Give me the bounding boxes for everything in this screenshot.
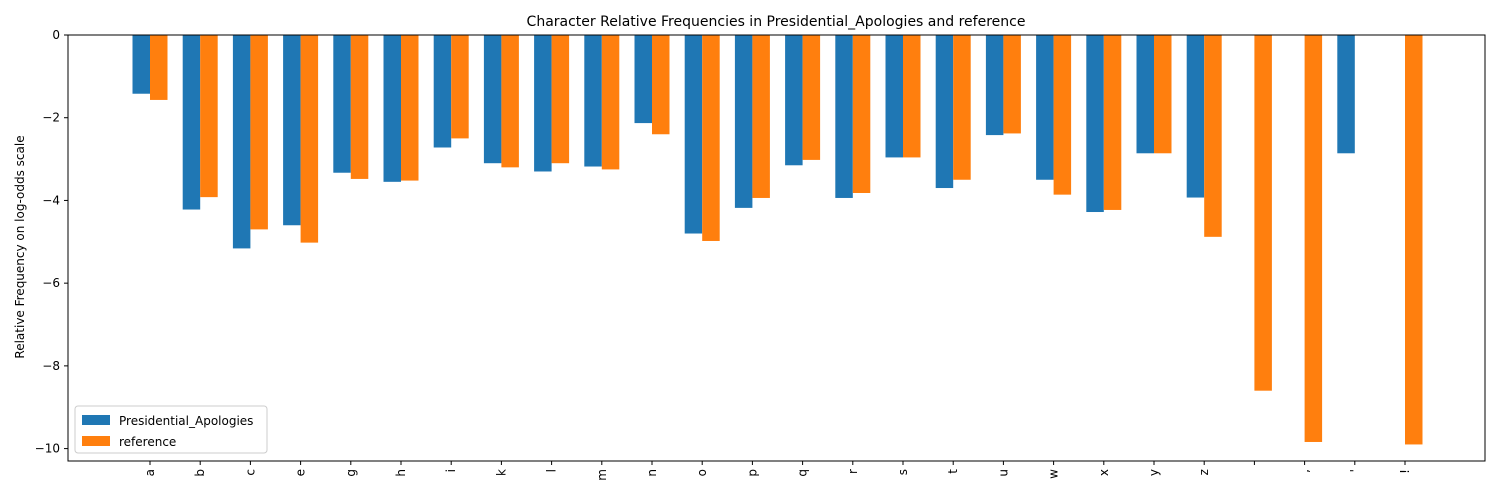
bar-presidential-16 [935,35,954,189]
bars-layer [132,35,1423,445]
x-tick-label-10: n [645,469,659,477]
x-tick-label-19: x [1097,469,1111,476]
x-tick-label-18: w [1047,469,1061,479]
bar-reference-21 [1204,35,1222,237]
x-tick-label-25: ! [1398,469,1412,474]
legend-swatch-1 [82,436,110,446]
y-tick-label-4: −8 [42,359,60,373]
bar-presidential-4 [333,35,351,173]
bar-reference-7 [501,35,519,168]
bar-presidential-0 [132,35,150,94]
x-tick-label-20: y [1147,469,1161,476]
y-tick-label-2: −4 [42,193,60,207]
bar-presidential-1 [182,35,201,210]
plot-frame [67,34,1486,462]
legend-label-0: Presidential_Apologies [119,414,253,428]
bar-presidential-21 [1186,35,1205,198]
x-tick-label-6: i [444,469,458,472]
bar-presidential-15 [885,35,903,158]
bar-reference-1 [200,35,218,198]
x-tick-label-9: m [595,469,609,481]
x-tick-label-14: r [846,469,860,474]
bar-presidential-5 [383,35,401,182]
x-tick-label-3: e [294,469,308,476]
bar-presidential-20 [1136,35,1154,154]
y-tick-label-0: 0 [52,28,60,42]
bar-reference-16 [953,35,971,180]
bar-presidential-2 [232,35,251,249]
x-axis: a b c e g h i k l m n o p q r s t u w x y z , '! [143,461,1412,481]
x-tick-label-21: z [1197,469,1211,475]
x-tick-label-23: , [1298,469,1312,473]
bar-presidential-8 [534,35,552,172]
bar-reference-19 [1103,35,1122,210]
bar-presidential-10 [634,35,652,124]
y-tick-label-5: −10 [35,442,60,456]
x-tick-label-2: c [243,469,257,476]
bar-presidential-9 [584,35,602,167]
x-tick-label-1: b [193,469,207,477]
bar-reference-10 [652,35,670,135]
bar-reference-17 [1003,35,1021,134]
chart-title: Character Relative Frequencies in Presid… [527,14,1026,30]
x-tick-label-15: s [896,469,910,475]
x-tick-label-5: h [394,469,408,477]
legend-label-1: reference [119,435,176,449]
y-tick-label-1: −2 [42,111,60,125]
bar-reference-0 [150,35,168,100]
bar-presidential-17 [985,35,1004,136]
bar-reference-12 [752,35,770,198]
bar-presidential-6 [433,35,452,148]
bar-presidential-14 [835,35,853,198]
bar-reference-20 [1154,35,1172,154]
x-tick-label-13: q [796,469,810,477]
x-tick-label-7: k [494,469,508,476]
bar-reference-13 [802,35,821,160]
x-tick-label-17: u [996,469,1010,477]
bar-reference-14 [852,35,871,193]
x-tick-label-11: o [695,469,709,476]
bar-presidential-7 [483,35,502,164]
legend-swatch-0 [82,415,110,425]
bar-reference-23 [1304,35,1323,442]
bar-reference-5 [401,35,419,181]
bar-reference-22 [1254,35,1272,391]
y-axis: 0 −2 −4 −6 −8 −10 [35,28,68,456]
bar-reference-6 [451,35,469,139]
y-tick-label-3: −6 [42,276,60,290]
bar-presidential-19 [1086,35,1104,213]
bar-reference-15 [903,35,921,158]
bar-reference-18 [1053,35,1072,195]
bar-reference-2 [250,35,268,230]
bar-presidential-12 [734,35,753,208]
legend: Presidential_Apologies reference [74,405,268,454]
bar-reference-8 [551,35,570,164]
x-tick-label-8: l [545,469,559,472]
x-tick-label-4: g [344,469,358,477]
bar-presidential-18 [1036,35,1054,180]
y-axis-title: Relative Frequency on log-odds scale [13,135,27,358]
bar-presidential-3 [283,35,301,226]
x-tick-label-12: p [745,469,759,477]
bar-reference-9 [601,35,620,170]
bar-reference-4 [350,35,369,179]
bar-reference-11 [702,35,720,241]
x-tick-label-24: ' [1348,469,1362,472]
bar-presidential-24 [1337,35,1355,154]
legend-box [74,405,268,454]
x-tick-label-0: a [143,469,157,476]
bar-reference-25 [1405,35,1423,445]
bar-presidential-11 [684,35,703,234]
bar-reference-3 [300,35,319,243]
bar-presidential-13 [785,35,803,166]
x-tick-label-16: t [946,469,960,474]
